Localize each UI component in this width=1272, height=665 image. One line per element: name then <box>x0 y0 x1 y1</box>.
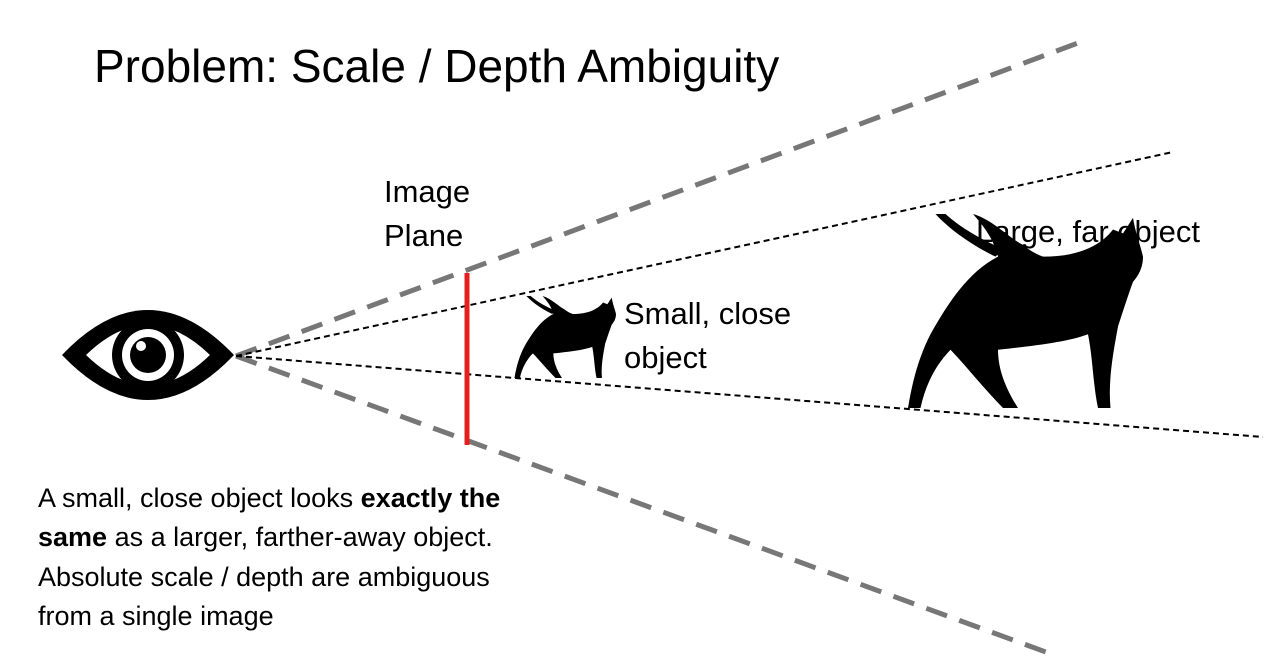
small-object-label-line-2: object <box>624 340 707 376</box>
page-title: Problem: Scale / Depth Ambiguity <box>94 40 780 92</box>
ray-lower-line <box>235 355 1264 438</box>
small-object-label-line-1: Small, close <box>624 296 792 331</box>
image-plane-label-line-1: Image <box>384 174 471 209</box>
large-object-label: Large, far object <box>976 214 1201 249</box>
image-plane-label: Image Plane <box>384 170 470 258</box>
image-plane-label-line-2: Plane <box>384 218 464 254</box>
caption-emphasis: exactly the same <box>38 483 501 553</box>
eye-icon <box>62 310 234 400</box>
caption-text: A small, close object looks exactly the … <box>38 479 508 637</box>
caption-part-1: A small, close object looks <box>38 483 361 513</box>
frustum-lower-line <box>235 353 1055 658</box>
small-object-label: Small, close object <box>624 292 791 380</box>
small-cat-icon <box>514 296 616 378</box>
frustum-upper-line <box>235 40 1079 359</box>
caption-part-2: as a larger, farther-away object. Absolu… <box>38 522 493 632</box>
